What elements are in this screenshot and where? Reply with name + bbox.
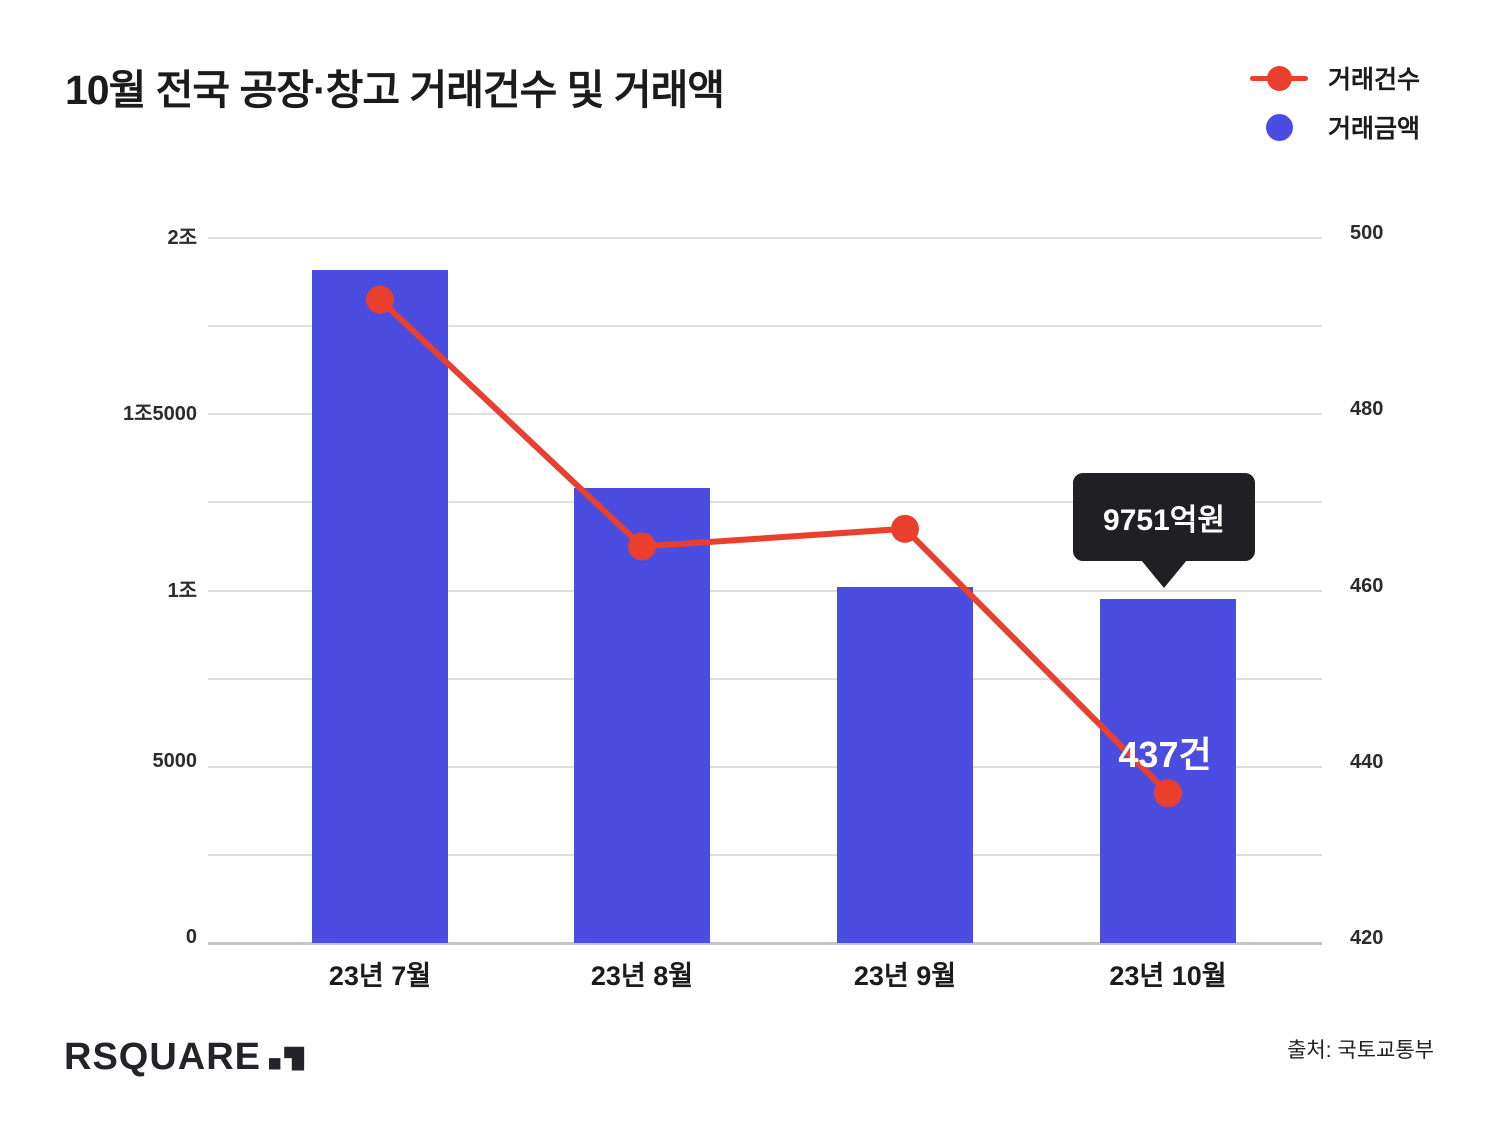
- legend-label: 거래금액: [1328, 115, 1421, 143]
- line-dot-marker-icon: [1248, 65, 1310, 91]
- source-text: 출처: 국토교통부: [1287, 1039, 1434, 1062]
- logo-mark-icon: [269, 1046, 305, 1070]
- callout-text: 9751억원: [1103, 504, 1225, 538]
- legend-label: 거래건수: [1328, 66, 1421, 94]
- legend-item-transaction-count: 거래건수: [1248, 58, 1420, 98]
- y-axis-right-tick: 460: [1350, 574, 1384, 597]
- legend-item-transaction-amount: 거래금액: [1248, 107, 1420, 147]
- gridline: [208, 941, 1322, 945]
- y-axis-left-tick: 1조5000: [122, 403, 197, 426]
- gridline: [208, 237, 1322, 239]
- chart-title: 10월 전국 공장·창고 거래건수 및 거래액: [65, 67, 725, 113]
- bar: [312, 269, 448, 943]
- y-axis-left-tick: 0: [185, 926, 197, 948]
- bar: [837, 586, 973, 943]
- x-axis-label: 23년 7월: [328, 961, 432, 991]
- line-point: [891, 514, 919, 543]
- dot-marker-icon: [1248, 113, 1310, 141]
- trend-line: [377, 297, 1171, 796]
- x-axis-label: 23년 10월: [1109, 961, 1227, 991]
- y-axis-right-tick: 420: [1350, 927, 1384, 949]
- y-axis-left-tick: 2조: [167, 227, 197, 249]
- y-axis-right-tick: 440: [1350, 750, 1384, 773]
- gridline: [208, 853, 1322, 856]
- bar: [574, 488, 710, 943]
- y-axis-right-tick: 480: [1350, 398, 1384, 421]
- x-axis-label: 23년 9월: [853, 961, 957, 991]
- callout-bubble: 9751억원: [1073, 473, 1255, 589]
- y-axis-left-tick: 5000: [152, 749, 198, 772]
- y-axis-right-tick: 500: [1350, 222, 1384, 244]
- y-axis-left-tick: 1조: [167, 579, 197, 602]
- rsquare-logo: RSQUARE: [64, 1036, 307, 1079]
- x-axis-label: 23년 8월: [590, 961, 694, 991]
- last-point-label: 437건: [1118, 734, 1212, 776]
- logo-text: RSQUARE: [64, 1036, 262, 1078]
